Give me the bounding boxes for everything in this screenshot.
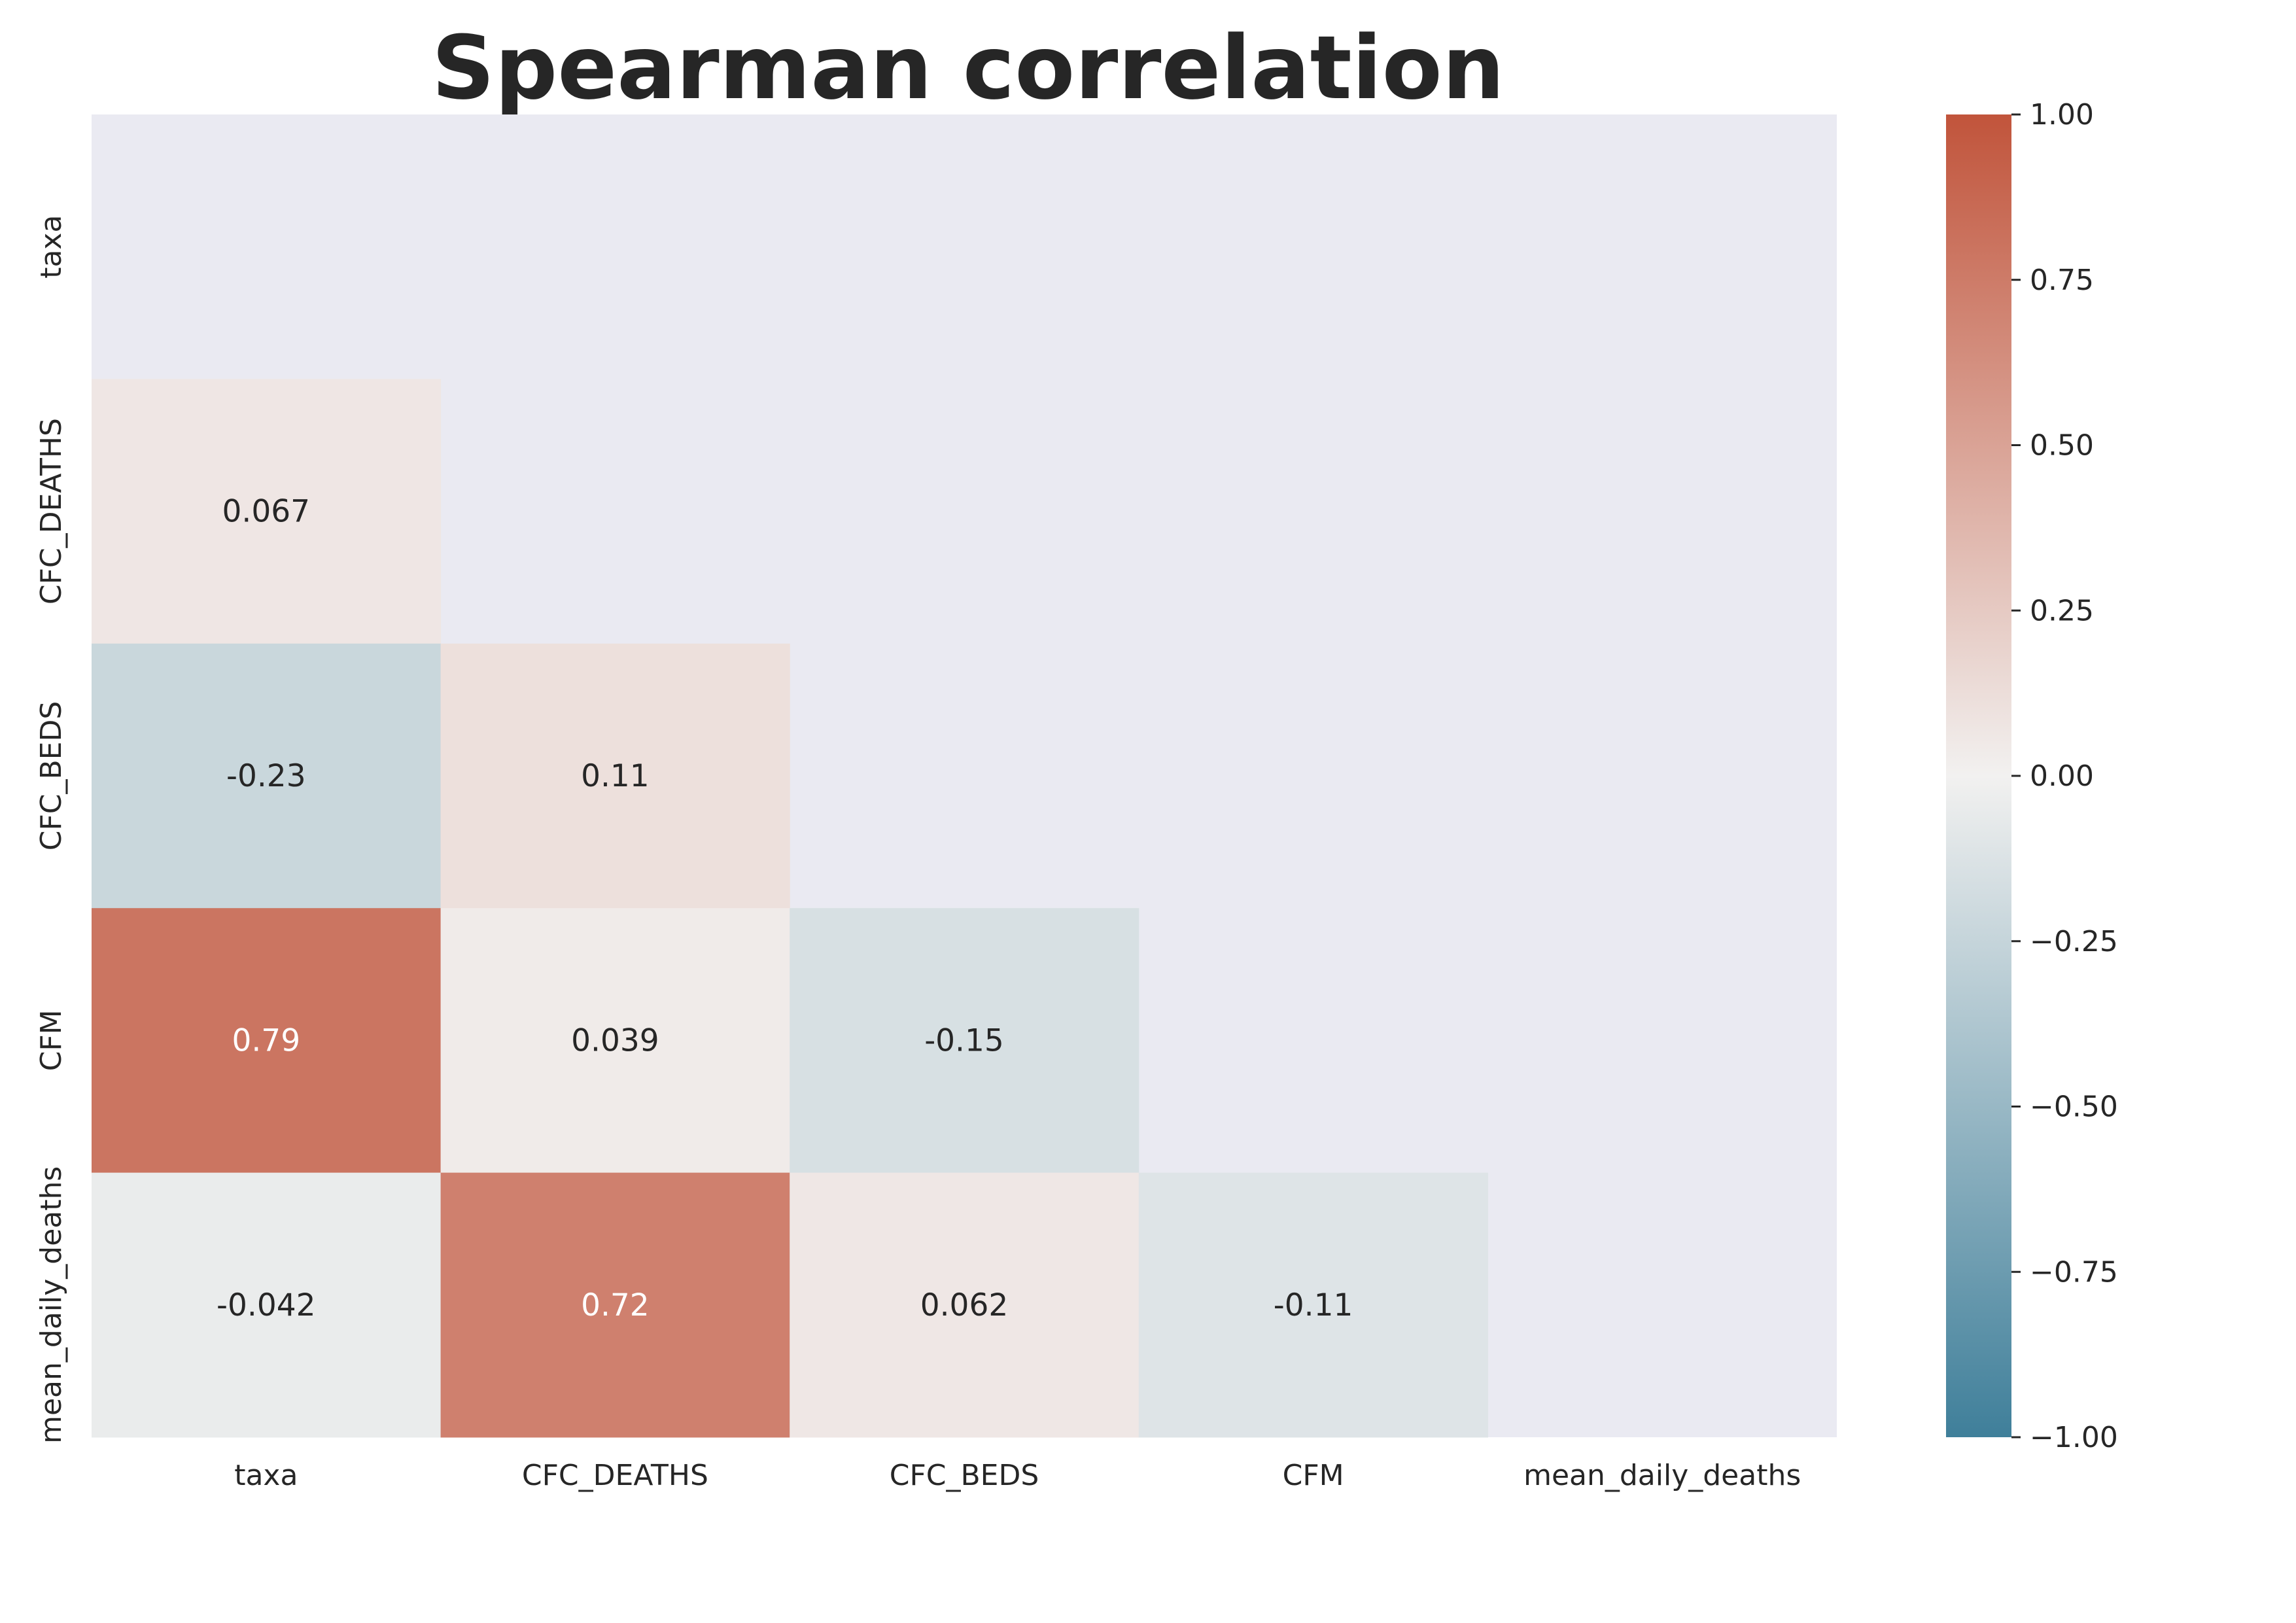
heatmap-cell-mean-daily-deaths-cfc-deaths xyxy=(440,1172,790,1438)
cell-value-label: 0.067 xyxy=(222,494,311,530)
heatmap-cell-cfc-beds-cfc-deaths xyxy=(440,643,790,909)
cell-value-label: -0.15 xyxy=(924,1022,1004,1058)
y-tick-label-cfm: CFM xyxy=(35,1009,68,1071)
heatmap-cell-cfm-taxa xyxy=(92,908,442,1174)
y-tick-label-taxa: taxa xyxy=(35,215,68,279)
x-tick-label-cfc-beds: CFC_BEDS xyxy=(890,1459,1039,1492)
colorbar-tick-label: −1.00 xyxy=(2030,1421,2118,1454)
colorbar-tick-label: 0.00 xyxy=(2030,759,2094,793)
cell-value-label: -0.042 xyxy=(217,1287,316,1323)
cell-value-label: 0.11 xyxy=(581,758,650,794)
x-tick-label-cfc-deaths: CFC_DEATHS xyxy=(522,1459,708,1492)
colorbar-tick-label: 0.50 xyxy=(2030,429,2094,462)
x-tick-label-taxa: taxa xyxy=(234,1459,298,1492)
cell-value-label: -0.23 xyxy=(226,758,306,794)
y-tick-label-mean-daily-deaths: mean_daily_deaths xyxy=(35,1166,68,1444)
colorbar-tick-label: 0.75 xyxy=(2030,264,2094,297)
colorbar-tick-label: 1.00 xyxy=(2030,98,2094,131)
heatmap-cell-mean-daily-deaths-cfc-beds xyxy=(790,1172,1139,1438)
heatmap-cell-mean-daily-deaths-cfm xyxy=(1138,1172,1488,1438)
cell-value-label: 0.039 xyxy=(571,1022,659,1058)
colorbar-tick-label: 0.25 xyxy=(2030,594,2094,627)
heatmap-cell-cfc-beds-taxa xyxy=(92,643,442,909)
cell-value-label: 0.79 xyxy=(232,1022,300,1058)
y-tick-label-cfc-beds: CFC_BEDS xyxy=(35,701,68,851)
colorbar-tick-label: −0.75 xyxy=(2030,1255,2118,1289)
cell-value-label: 0.72 xyxy=(581,1287,650,1323)
y-axis-ticks: taxa CFC_DEATHS CFC_BEDS CFM mean_daily_deat… xyxy=(35,215,68,1444)
heatmap-cell-cfm-cfc-beds xyxy=(790,908,1139,1174)
heatmap-cell-mean-daily-deaths-taxa xyxy=(92,1172,442,1438)
heatmap-cells: 0.067 -0.23 0.11 0.79 0.039 -0.15 -0.042 0.72 0.… xyxy=(92,379,1488,1438)
x-axis-ticks: taxa CFC_DEATHS CFC_BEDS CFM mean_daily_deat… xyxy=(234,1459,1801,1492)
chart-title: Spearman correlation xyxy=(432,17,1505,119)
cell-value-label: -0.11 xyxy=(1274,1287,1353,1323)
colorbar-tick-label: −0.25 xyxy=(2030,925,2118,958)
colorbar xyxy=(1946,114,2011,1437)
x-tick-label-cfm: CFM xyxy=(1283,1459,1344,1492)
x-tick-label-mean-daily-deaths: mean_daily_deaths xyxy=(1523,1459,1801,1492)
colorbar-tick-label: −0.50 xyxy=(2030,1091,2118,1124)
cell-value-label: 0.062 xyxy=(920,1287,1009,1323)
heatmap-cell-cfc-deaths-taxa xyxy=(92,379,442,644)
heatmap-cell-cfm-cfc-deaths xyxy=(440,908,790,1174)
y-tick-label-cfc-deaths: CFC_DEATHS xyxy=(35,418,68,604)
colorbar-ticks: 1.00 0.75 0.50 0.25 0.00 −0.25 −0.50 −0.75 −1.00 xyxy=(2011,98,2118,1454)
